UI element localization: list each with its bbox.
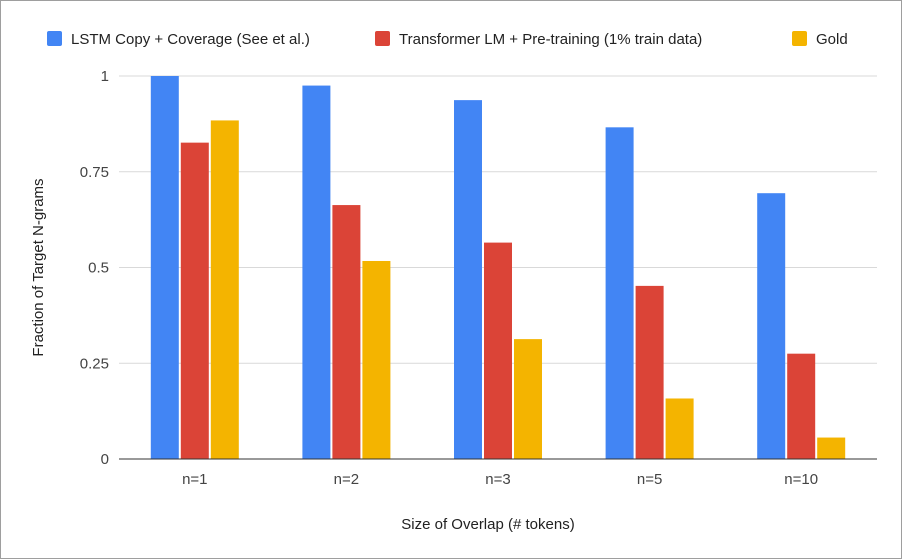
y-tick-label: 0.75 (80, 164, 109, 181)
legend-swatch (375, 31, 390, 46)
x-axis-ticks: n=1 n=2 n=3 n=5 n=10 (182, 471, 818, 488)
bar-3-n=10 (817, 437, 846, 459)
legend-label: Gold (816, 31, 848, 48)
x-tick-label: n=2 (334, 471, 359, 488)
x-axis-title: Size of Overlap (# tokens) (401, 516, 574, 533)
legend-swatch (47, 31, 62, 46)
y-tick-label: 1 (101, 68, 109, 85)
bar-2-n=2 (332, 205, 361, 459)
x-tick-label: n=5 (637, 471, 662, 488)
bar-2-n=1 (180, 142, 209, 459)
bar-1-n=5 (605, 127, 634, 460)
legend: LSTM Copy + Coverage (See et al.) Transfo… (47, 31, 848, 48)
bar-2-n=3 (484, 242, 512, 459)
legend-swatch (792, 31, 807, 46)
legend-label: LSTM Copy + Coverage (See et al.) (71, 31, 310, 48)
bar-3-n=1 (210, 120, 239, 459)
bar-1-n=1 (150, 76, 179, 459)
bar-1-n=10 (757, 193, 786, 459)
x-tick-label: n=1 (182, 471, 207, 488)
bar-1-n=3 (454, 100, 482, 459)
y-tick-label: 0.25 (80, 355, 109, 372)
bar-1-n=2 (302, 85, 331, 459)
bar-3-n=5 (665, 398, 694, 459)
bar-2-n=5 (635, 285, 664, 459)
bar-3-n=2 (362, 260, 391, 459)
bar-3-n=3 (514, 339, 542, 459)
legend-label: Transformer LM + Pre-training (1% train … (399, 31, 702, 48)
x-tick-label: n=3 (485, 471, 510, 488)
bars (150, 76, 846, 460)
bar-2-n=10 (787, 353, 816, 459)
y-axis-title: Fraction of Target N-grams (30, 178, 47, 356)
y-axis-ticks: 0 0.25 0.5 0.75 1 (80, 68, 109, 468)
x-tick-label: n=10 (784, 471, 818, 488)
y-tick-label: 0 (101, 451, 109, 468)
y-tick-label: 0.5 (88, 260, 109, 277)
